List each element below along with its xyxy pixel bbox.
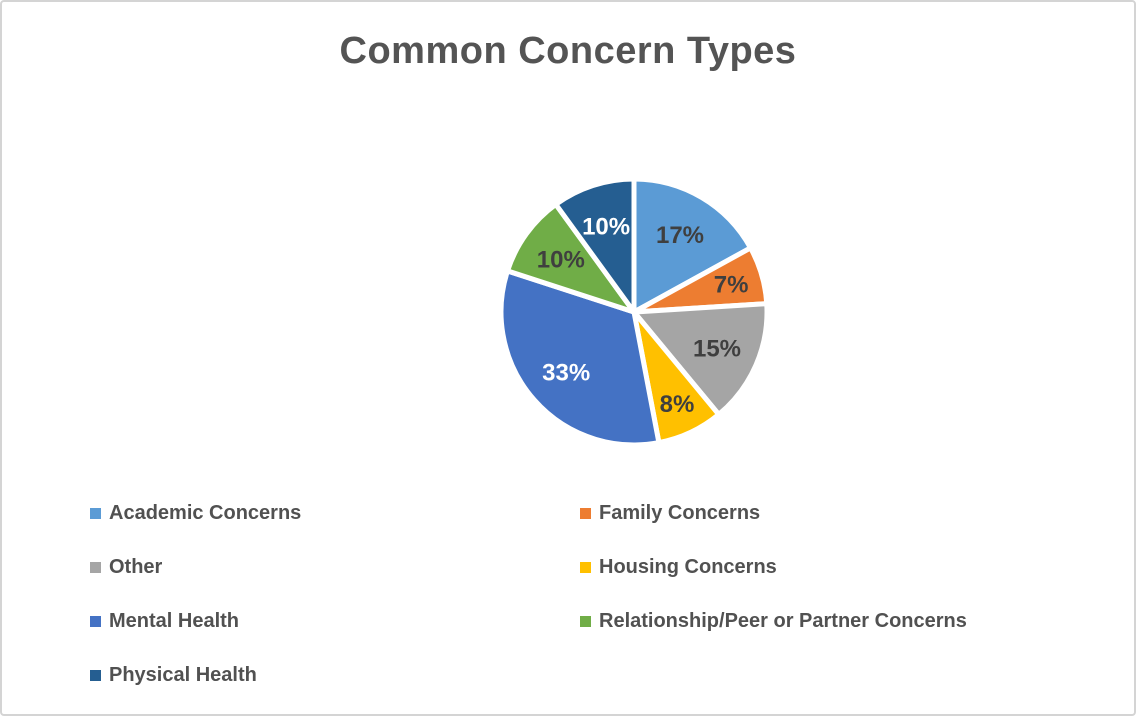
legend: Academic Concerns Family Concerns Other Hou… <box>90 486 967 702</box>
pie-slice-label-4: 33% <box>542 359 590 386</box>
legend-item-5: Relationship/Peer or Partner Concerns <box>580 610 967 633</box>
pie-slice-0 <box>631 176 754 315</box>
pie-slice-label-0: 17% <box>656 222 704 249</box>
legend-swatch-icon <box>90 615 101 627</box>
pie-slice-label-5: 10% <box>537 246 585 273</box>
legend-swatch-icon <box>90 561 101 573</box>
legend-label: Other <box>109 555 163 578</box>
legend-label: Family Concerns <box>599 501 761 524</box>
pie-slice-4 <box>498 268 662 448</box>
pie-slice-label-2: 15% <box>693 336 741 363</box>
legend-label: Mental Health <box>109 609 240 632</box>
legend-swatch-icon <box>90 507 101 519</box>
legend-swatch-icon <box>580 561 591 573</box>
legend-item-2: Other <box>90 556 580 579</box>
pie-slice-label-3: 8% <box>660 391 695 418</box>
legend-swatch-icon <box>90 669 101 681</box>
legend-item-1: Family Concerns <box>580 502 967 525</box>
legend-item-6: Physical Health <box>90 664 580 687</box>
legend-item-4: Mental Health <box>90 610 580 633</box>
pie-chart: 17% 7% 15% 8% 33% 10% 10% <box>498 176 770 448</box>
legend-item-3: Housing Concerns <box>580 556 967 579</box>
pie-slice-6 <box>553 176 637 315</box>
legend-swatch-icon <box>580 507 591 519</box>
pie-slice-label-1: 7% <box>714 271 749 298</box>
pie-slice-2 <box>631 301 770 417</box>
legend-item-0: Academic Concerns <box>90 502 580 525</box>
pie-slice-label-6: 10% <box>582 214 630 241</box>
legend-label: Academic Concerns <box>109 501 302 524</box>
legend-swatch-icon <box>580 615 591 627</box>
legend-label: Physical Health <box>109 663 257 686</box>
legend-label: Relationship/Peer or Partner Concerns <box>599 609 967 632</box>
chart-title: Common Concern Types <box>339 30 797 72</box>
legend-label: Housing Concerns <box>599 555 777 578</box>
